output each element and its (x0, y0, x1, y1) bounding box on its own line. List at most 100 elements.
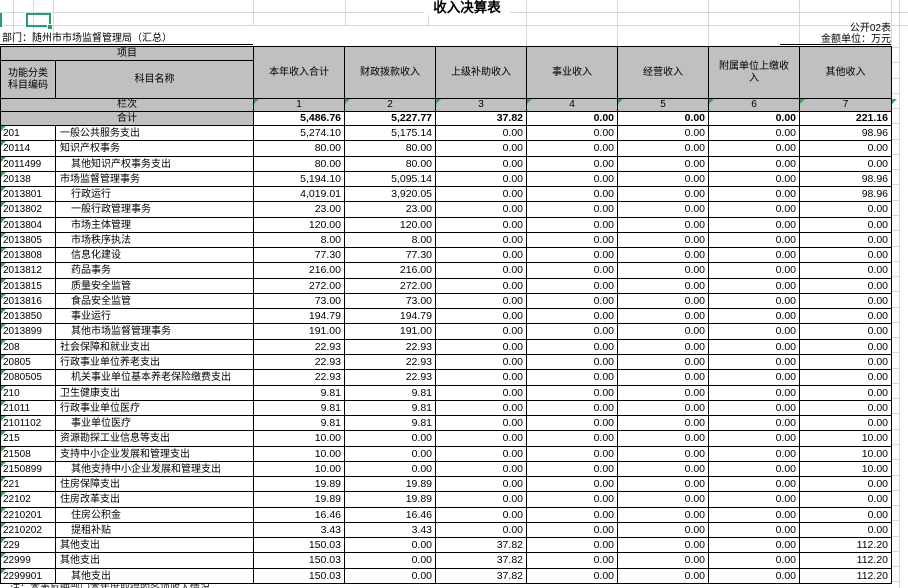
cell-value[interactable]: 8.00 (345, 232, 436, 249)
lanci-label[interactable]: 栏次 (1, 99, 254, 112)
cell-name[interactable]: 其他市场监督管理事务 (56, 324, 254, 340)
cell-value[interactable]: 10.00 (800, 446, 892, 462)
cell-code[interactable]: 229 (1, 538, 56, 554)
cell-value[interactable]: 0.00 (618, 461, 709, 478)
cell-value[interactable]: 150.03 (254, 538, 345, 554)
cell-value[interactable]: 0.00 (800, 477, 892, 493)
cell-code[interactable]: 2013815 (1, 278, 56, 294)
cell-name[interactable]: 其他支出 (56, 538, 254, 554)
cell-value[interactable]: 272.00 (254, 278, 345, 294)
cell-value[interactable]: 0.00 (618, 477, 709, 493)
cell-value[interactable]: 0.00 (709, 339, 800, 355)
cell-code[interactable]: 22999 (1, 553, 56, 569)
cell-value[interactable]: 10.00 (800, 461, 892, 478)
cell-name[interactable]: 信息化建设 (56, 248, 254, 264)
cell-value[interactable]: 0.00 (345, 461, 436, 478)
cell-value[interactable]: 0.00 (709, 187, 800, 203)
cell-value[interactable]: 0.00 (527, 431, 618, 447)
cell-name[interactable]: 支持中小企业发展和管理支出 (56, 446, 254, 462)
cell-value[interactable]: 0.00 (709, 141, 800, 157)
cell-value[interactable]: 0.00 (709, 553, 800, 569)
cell-value[interactable]: 0.00 (436, 385, 527, 401)
cell-value[interactable]: 0.00 (436, 141, 527, 157)
cell-value[interactable]: 37.82 (436, 538, 527, 554)
cell-value[interactable]: 0.00 (800, 416, 892, 432)
cell-code[interactable]: 2011499 (1, 156, 56, 172)
cell-value[interactable]: 3,920.05 (345, 187, 436, 203)
cell-name[interactable]: 提租补贴 (56, 522, 254, 539)
cell-name[interactable]: 行政事业单位养老支出 (56, 354, 254, 371)
cell-value[interactable]: 0.00 (527, 187, 618, 203)
cell-value[interactable]: 0.00 (618, 202, 709, 218)
cell-value[interactable]: 150.03 (254, 568, 345, 584)
cell-code[interactable]: 2210201 (1, 507, 56, 523)
cell-value[interactable]: 0.00 (436, 461, 527, 478)
cell-value[interactable]: 0.00 (436, 324, 527, 340)
cell-code[interactable]: 215 (1, 431, 56, 447)
cell-code[interactable]: 2013804 (1, 217, 56, 233)
total-value-cell[interactable]: 221.16 (800, 112, 892, 126)
cell-value[interactable]: 0.00 (709, 568, 800, 584)
unit-label[interactable]: 金额单位：万元 (780, 34, 891, 45)
cell-value[interactable]: 120.00 (345, 217, 436, 233)
cell-value[interactable]: 0.00 (436, 477, 527, 493)
cell-code[interactable]: 2013801 (1, 187, 56, 203)
cell-value[interactable]: 98.96 (800, 126, 892, 142)
cell-value[interactable]: 37.82 (436, 568, 527, 584)
cell-value[interactable]: 0.00 (618, 522, 709, 539)
sheet-title[interactable]: 收入决算表 (424, 0, 510, 15)
cell-name[interactable]: 质量安全监管 (56, 278, 254, 294)
cell-value[interactable]: 0.00 (800, 309, 892, 325)
cell-value[interactable]: 0.00 (345, 568, 436, 584)
cell-value[interactable]: 0.00 (436, 431, 527, 447)
cell-code[interactable]: 2299901 (1, 568, 56, 584)
cell-value[interactable]: 0.00 (709, 446, 800, 462)
cell-name[interactable]: 其他支出 (56, 553, 254, 569)
column-number-cell[interactable]: 5 (618, 99, 709, 112)
cell-code[interactable]: 2150899 (1, 461, 56, 478)
total-label[interactable]: 合计 (1, 112, 254, 126)
column-number-cell[interactable]: 2 (345, 99, 436, 112)
cell-value[interactable]: 0.00 (436, 522, 527, 539)
cell-value[interactable]: 5,095.14 (345, 171, 436, 188)
cell-value[interactable]: 0.00 (618, 126, 709, 142)
cell-name[interactable]: 其他支出 (56, 568, 254, 584)
cell-code[interactable]: 2210202 (1, 522, 56, 539)
header-col-4[interactable]: 事业收入 (527, 47, 618, 99)
cell-value[interactable]: 0.00 (800, 492, 892, 508)
cell-value[interactable]: 0.00 (436, 309, 527, 325)
cell-value[interactable]: 22.93 (345, 339, 436, 355)
cell-value[interactable]: 0.00 (618, 370, 709, 386)
cell-value[interactable]: 0.00 (709, 370, 800, 386)
cell-value[interactable]: 9.81 (254, 416, 345, 432)
selected-cell-outline[interactable] (26, 13, 51, 27)
cell-value[interactable]: 0.00 (527, 446, 618, 462)
cell-value[interactable]: 0.00 (527, 202, 618, 218)
cell-code[interactable]: 208 (1, 339, 56, 355)
cell-value[interactable]: 0.00 (618, 339, 709, 355)
cell-value[interactable]: 19.89 (345, 477, 436, 493)
header-code[interactable]: 功能分类 科目编码 (1, 61, 56, 99)
cell-value[interactable]: 0.00 (436, 187, 527, 203)
cell-value[interactable]: 0.00 (618, 263, 709, 279)
cell-value[interactable]: 0.00 (709, 309, 800, 325)
cell-name[interactable]: 事业运行 (56, 309, 254, 325)
cell-value[interactable]: 19.89 (345, 492, 436, 508)
cell-value[interactable]: 194.79 (254, 309, 345, 325)
cell-value[interactable]: 0.00 (709, 431, 800, 447)
cell-value[interactable]: 0.00 (527, 232, 618, 249)
cell-value[interactable]: 0.00 (436, 446, 527, 462)
cell-value[interactable]: 0.00 (527, 126, 618, 142)
cell-value[interactable]: 73.00 (345, 293, 436, 310)
cell-value[interactable]: 0.00 (436, 202, 527, 218)
cell-value[interactable]: 0.00 (527, 477, 618, 493)
header-col-3[interactable]: 上级补助收入 (436, 47, 527, 99)
cell-value[interactable]: 0.00 (709, 354, 800, 371)
cell-value[interactable]: 0.00 (527, 522, 618, 539)
cell-name[interactable]: 食品安全监管 (56, 293, 254, 310)
cell-value[interactable]: 0.00 (618, 385, 709, 401)
cell-value[interactable]: 0.00 (709, 126, 800, 142)
cell-value[interactable]: 22.93 (254, 339, 345, 355)
cell-name[interactable]: 一般公共服务支出 (56, 126, 254, 142)
column-number-cell[interactable]: 3 (436, 99, 527, 112)
